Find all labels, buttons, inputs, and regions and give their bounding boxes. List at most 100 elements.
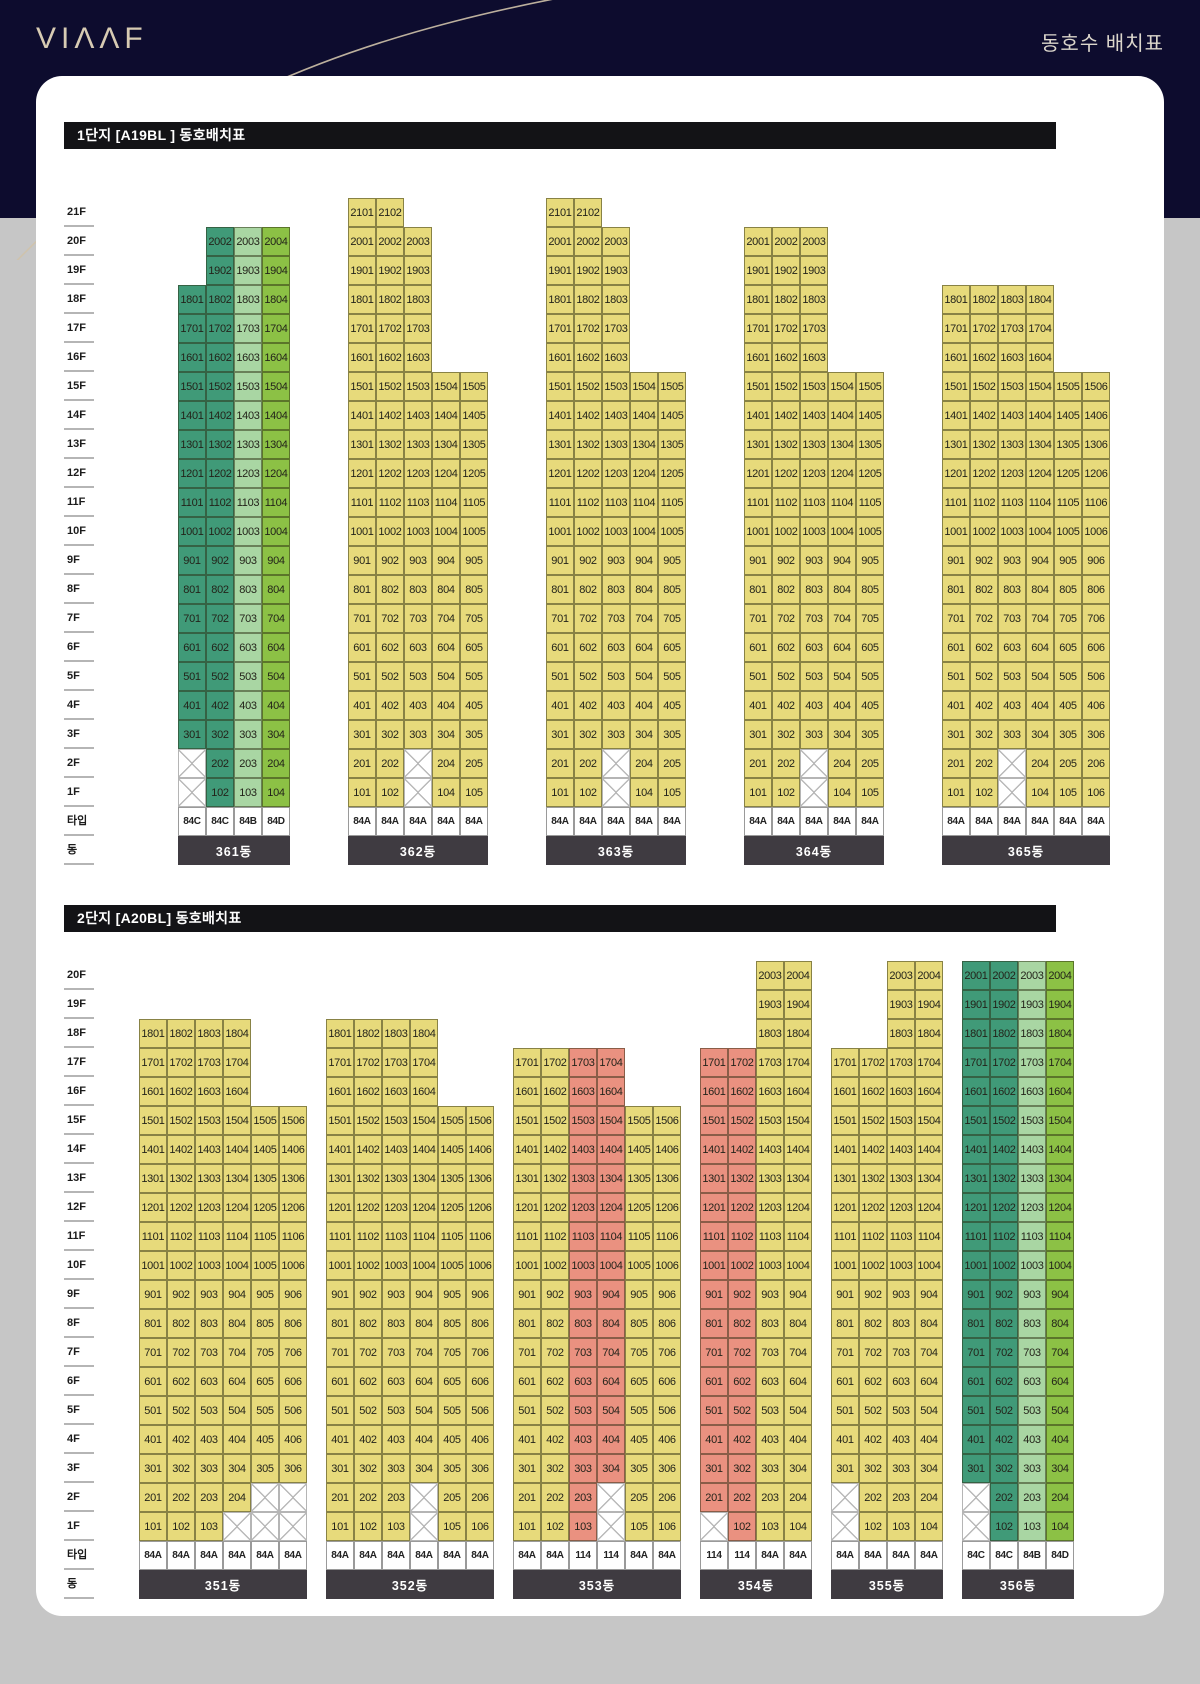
unit-cell: 203: [887, 1483, 915, 1512]
unit-cell: 602: [970, 633, 998, 662]
unit-cell: 302: [990, 1454, 1018, 1483]
unit-cell: 1503: [382, 1106, 410, 1135]
unit-cell: 1501: [546, 372, 574, 401]
unit-cell: 301: [744, 720, 772, 749]
unit-cell: 1004: [630, 517, 658, 546]
unit-cell: 1305: [625, 1164, 653, 1193]
unit-cell: 1304: [915, 1164, 943, 1193]
unit-cell: 1503: [887, 1106, 915, 1135]
unit-cell: 204: [262, 749, 290, 778]
unit-cell: 1405: [856, 401, 884, 430]
floor-label: 10F: [64, 517, 120, 546]
unit-cell: 1401: [326, 1135, 354, 1164]
unit-cell: 704: [432, 604, 460, 633]
unit-cell: 806: [466, 1309, 494, 1338]
unit-cell: 202: [354, 1483, 382, 1512]
unit-cell: 1003: [195, 1251, 223, 1280]
unit-cell: 903: [569, 1280, 597, 1309]
unit-cell: 103: [195, 1512, 223, 1541]
unit-cell: 103: [382, 1512, 410, 1541]
unit-cell: 1703: [382, 1048, 410, 1077]
unit-cell: 1502: [354, 1106, 382, 1135]
unit-cell: 201: [700, 1483, 728, 1512]
unit-cell: 1003: [569, 1251, 597, 1280]
floor-label: 11F: [64, 488, 120, 517]
unit-cell: 1001: [326, 1251, 354, 1280]
unit-cell: 1204: [784, 1193, 812, 1222]
unit-cell: 1102: [990, 1222, 1018, 1251]
unit-cell: 302: [376, 720, 404, 749]
unit-cell: 2003: [887, 961, 915, 990]
unit-cell: 501: [139, 1396, 167, 1425]
unit-type-cell: 84A: [466, 1541, 494, 1570]
unit-cell: 802: [354, 1309, 382, 1338]
unit-cell: 905: [625, 1280, 653, 1309]
unit-cell: 1504: [432, 372, 460, 401]
unit-cell: 1303: [404, 430, 432, 459]
unit-cell: 104: [915, 1512, 943, 1541]
unit-cell: 201: [513, 1483, 541, 1512]
unit-cell: 504: [432, 662, 460, 691]
unit-cell: 402: [541, 1425, 569, 1454]
unit-cell: 703: [569, 1338, 597, 1367]
unit-cell: 1304: [828, 430, 856, 459]
unit-cell: 1002: [772, 517, 800, 546]
unit-cell: 703: [1018, 1338, 1046, 1367]
unit-cell: 1504: [784, 1106, 812, 1135]
unit-cell: 202: [167, 1483, 195, 1512]
unit-cell: 1902: [772, 256, 800, 285]
unit-cell: 501: [942, 662, 970, 691]
unit-cell: 1302: [859, 1164, 887, 1193]
unit-cell: 506: [466, 1396, 494, 1425]
unit-cell: 202: [376, 749, 404, 778]
excluded-unit-cell: [597, 1512, 625, 1541]
unit-type-cell: 114: [597, 1541, 625, 1570]
unit-cell: 1301: [348, 430, 376, 459]
unit-cell: 602: [206, 633, 234, 662]
excluded-unit-cell: [800, 778, 828, 807]
unit-cell: 504: [630, 662, 658, 691]
excluded-unit-cell: [223, 1512, 251, 1541]
unit-cell: 701: [831, 1338, 859, 1367]
unit-cell: 304: [630, 720, 658, 749]
unit-cell: 303: [382, 1454, 410, 1483]
unit-cell: 1803: [602, 285, 630, 314]
unit-cell: 1204: [630, 459, 658, 488]
unit-cell: 1703: [404, 314, 432, 343]
unit-cell: 1506: [466, 1106, 494, 1135]
unit-cell: 1402: [772, 401, 800, 430]
unit-cell: 302: [772, 720, 800, 749]
unit-type-cell: 84C: [962, 1541, 990, 1570]
unit-cell: 602: [376, 633, 404, 662]
unit-cell: 503: [404, 662, 432, 691]
unit-cell: 706: [653, 1338, 681, 1367]
unit-cell: 1204: [262, 459, 290, 488]
unit-cell: 1303: [998, 430, 1026, 459]
unit-cell: 505: [1054, 662, 1082, 691]
unit-cell: 1503: [404, 372, 432, 401]
unit-cell: 403: [800, 691, 828, 720]
unit-cell: 1501: [139, 1106, 167, 1135]
unit-cell: 1002: [859, 1251, 887, 1280]
unit-cell: 1003: [404, 517, 432, 546]
unit-cell: 501: [546, 662, 574, 691]
unit-cell: 1103: [602, 488, 630, 517]
floor-label: 19F: [64, 256, 120, 285]
unit-cell: 1402: [990, 1135, 1018, 1164]
excluded-unit-cell: [178, 749, 206, 778]
unit-cell: 805: [460, 575, 488, 604]
unit-cell: 1502: [206, 372, 234, 401]
unit-cell: 404: [597, 1425, 625, 1454]
unit-cell: 301: [139, 1454, 167, 1483]
unit-type-cell: 84A: [630, 807, 658, 836]
unit-cell: 1604: [597, 1077, 625, 1106]
unit-cell: 1804: [1026, 285, 1054, 314]
unit-cell: 705: [658, 604, 686, 633]
floor-label: 타입: [64, 807, 120, 836]
unit-cell: 902: [541, 1280, 569, 1309]
excluded-unit-cell: [962, 1483, 990, 1512]
unit-cell: 304: [1046, 1454, 1074, 1483]
unit-cell: 102: [859, 1512, 887, 1541]
unit-cell: 1201: [962, 1193, 990, 1222]
unit-cell: 1302: [772, 430, 800, 459]
